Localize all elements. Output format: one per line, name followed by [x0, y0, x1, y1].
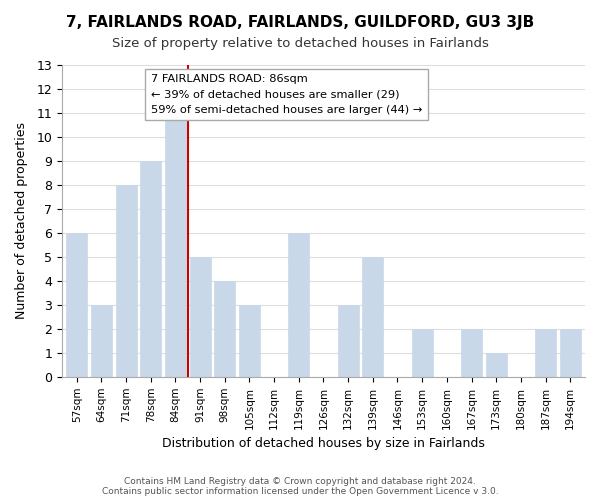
Y-axis label: Number of detached properties: Number of detached properties — [15, 122, 28, 320]
Bar — [560, 329, 581, 377]
Text: 7, FAIRLANDS ROAD, FAIRLANDS, GUILDFORD, GU3 3JB: 7, FAIRLANDS ROAD, FAIRLANDS, GUILDFORD,… — [66, 15, 534, 30]
Bar — [91, 305, 112, 377]
Bar — [165, 113, 186, 377]
Bar — [461, 329, 482, 377]
Bar — [485, 353, 506, 377]
Bar — [66, 233, 87, 377]
Bar — [140, 161, 161, 377]
Bar — [190, 257, 211, 377]
Bar — [289, 233, 309, 377]
X-axis label: Distribution of detached houses by size in Fairlands: Distribution of detached houses by size … — [162, 437, 485, 450]
Bar — [239, 305, 260, 377]
Bar — [362, 257, 383, 377]
Text: 7 FAIRLANDS ROAD: 86sqm
← 39% of detached houses are smaller (29)
59% of semi-de: 7 FAIRLANDS ROAD: 86sqm ← 39% of detache… — [151, 74, 422, 115]
Bar — [214, 281, 235, 377]
Bar — [116, 185, 137, 377]
Text: Contains public sector information licensed under the Open Government Licence v : Contains public sector information licen… — [101, 487, 499, 496]
Text: Size of property relative to detached houses in Fairlands: Size of property relative to detached ho… — [112, 38, 488, 51]
Text: Contains HM Land Registry data © Crown copyright and database right 2024.: Contains HM Land Registry data © Crown c… — [124, 477, 476, 486]
Bar — [535, 329, 556, 377]
Bar — [412, 329, 433, 377]
Bar — [338, 305, 359, 377]
